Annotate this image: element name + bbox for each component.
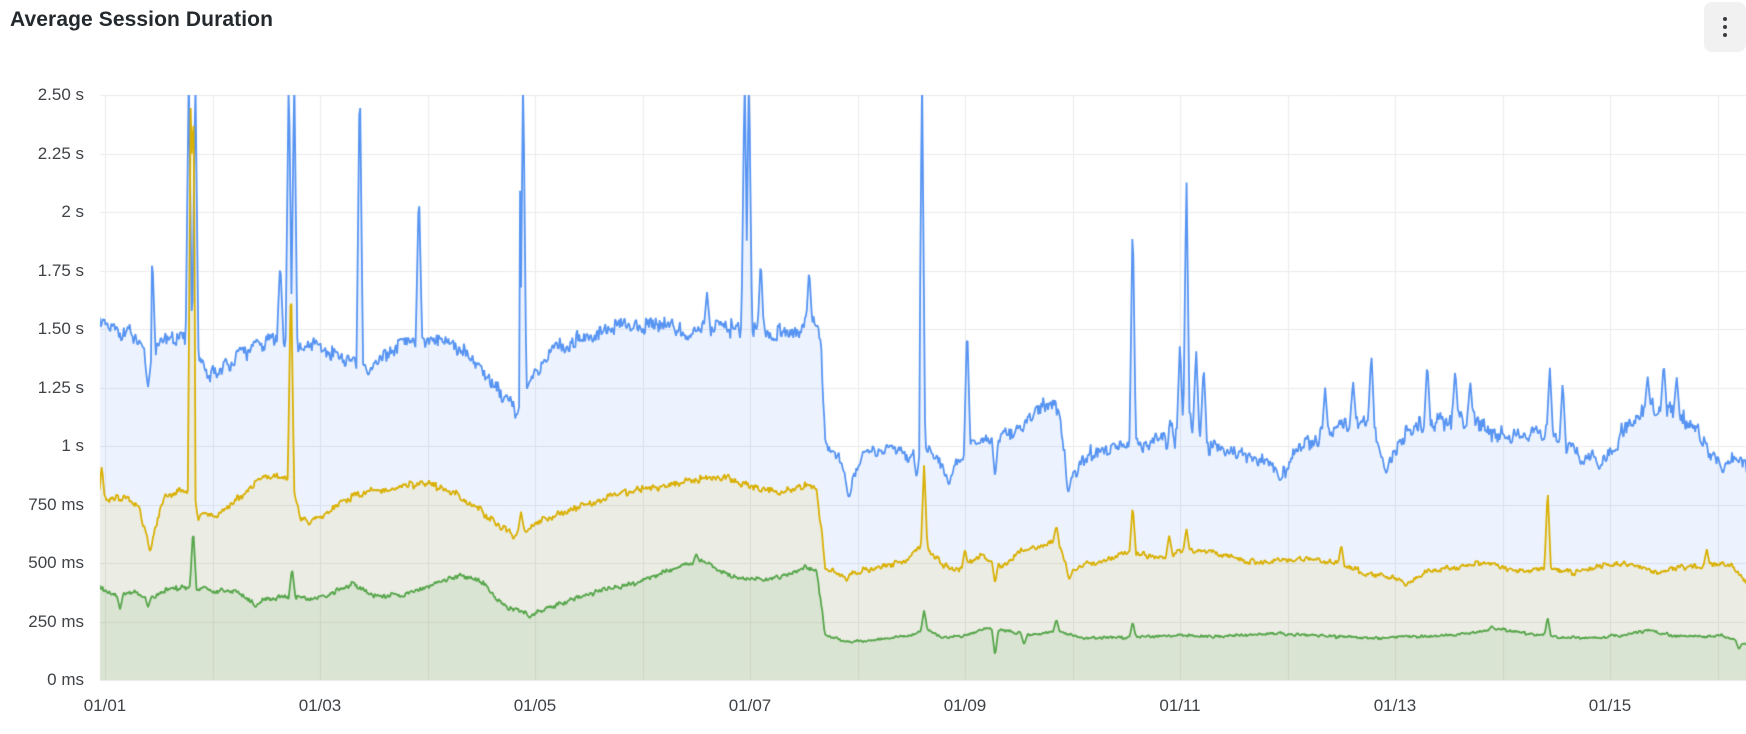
x-axis-label: 01/05 bbox=[513, 696, 557, 715]
y-axis-label: 0 ms bbox=[47, 670, 84, 689]
y-axis-label: 2.50 s bbox=[37, 85, 84, 104]
y-axis-label: 500 ms bbox=[28, 553, 84, 572]
x-axis-label: 01/13 bbox=[1373, 696, 1417, 715]
x-axis-label: 01/03 bbox=[298, 696, 342, 715]
x-axis-label: 01/09 bbox=[943, 696, 987, 715]
y-axis-label: 2 s bbox=[61, 202, 84, 221]
y-axis-label: 1.75 s bbox=[37, 260, 84, 280]
y-axis-label: 750 ms bbox=[28, 494, 84, 514]
x-axis-label: 01/11 bbox=[1159, 696, 1201, 715]
y-axis-label: 1.25 s bbox=[37, 377, 84, 397]
y-axis-label: 1 s bbox=[61, 436, 84, 455]
x-axis-label: 01/07 bbox=[728, 696, 772, 715]
y-axis-label: 1.50 s bbox=[37, 319, 84, 338]
x-axis-label: 01/15 bbox=[1588, 696, 1632, 715]
x-axis-label: 01/01 bbox=[83, 696, 127, 715]
y-axis-label: 2.25 s bbox=[37, 143, 84, 163]
y-axis-label: 250 ms bbox=[28, 611, 84, 631]
